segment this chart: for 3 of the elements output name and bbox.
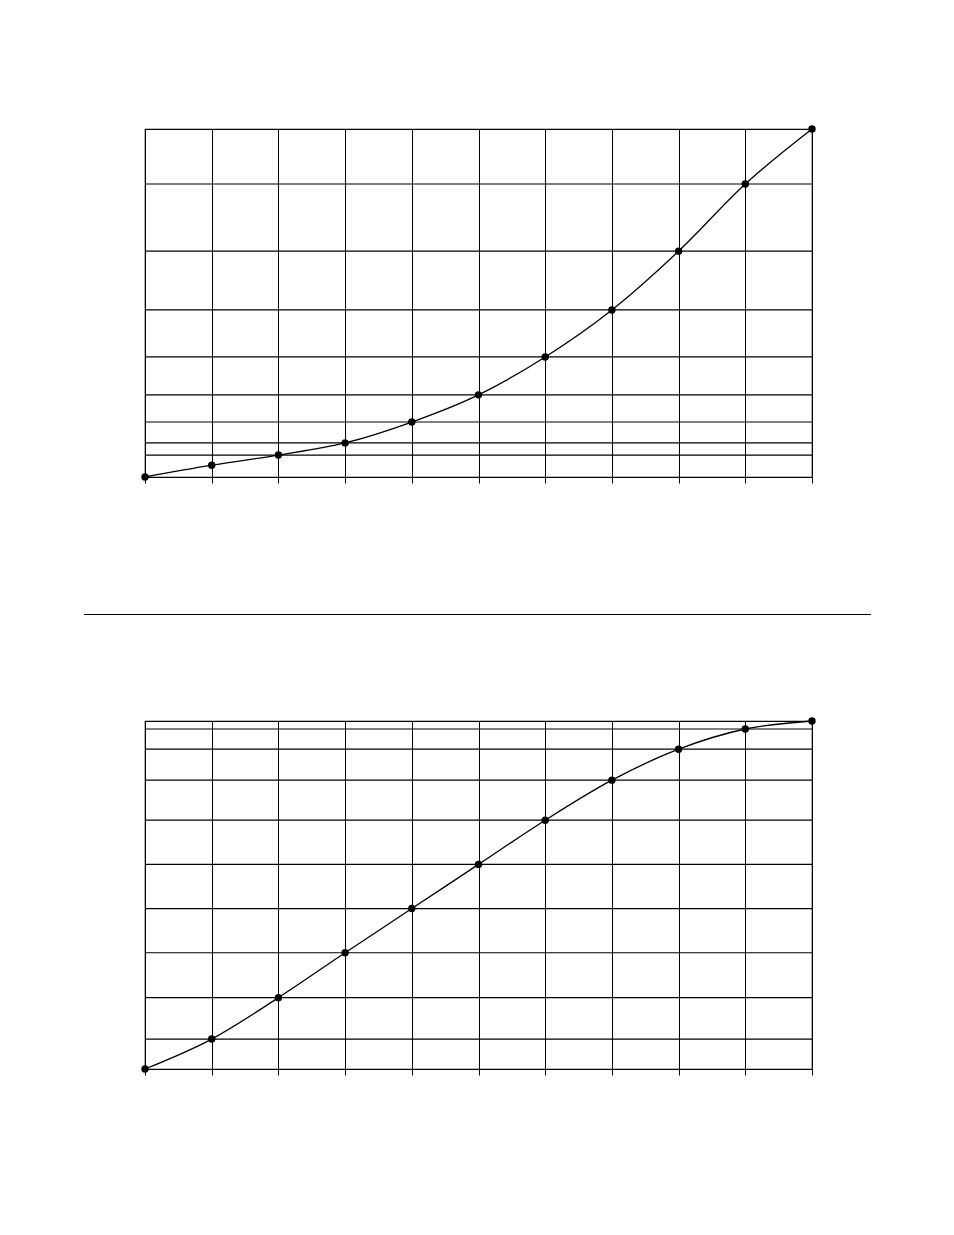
point	[207, 461, 216, 469]
point	[808, 125, 816, 133]
point	[808, 717, 816, 725]
